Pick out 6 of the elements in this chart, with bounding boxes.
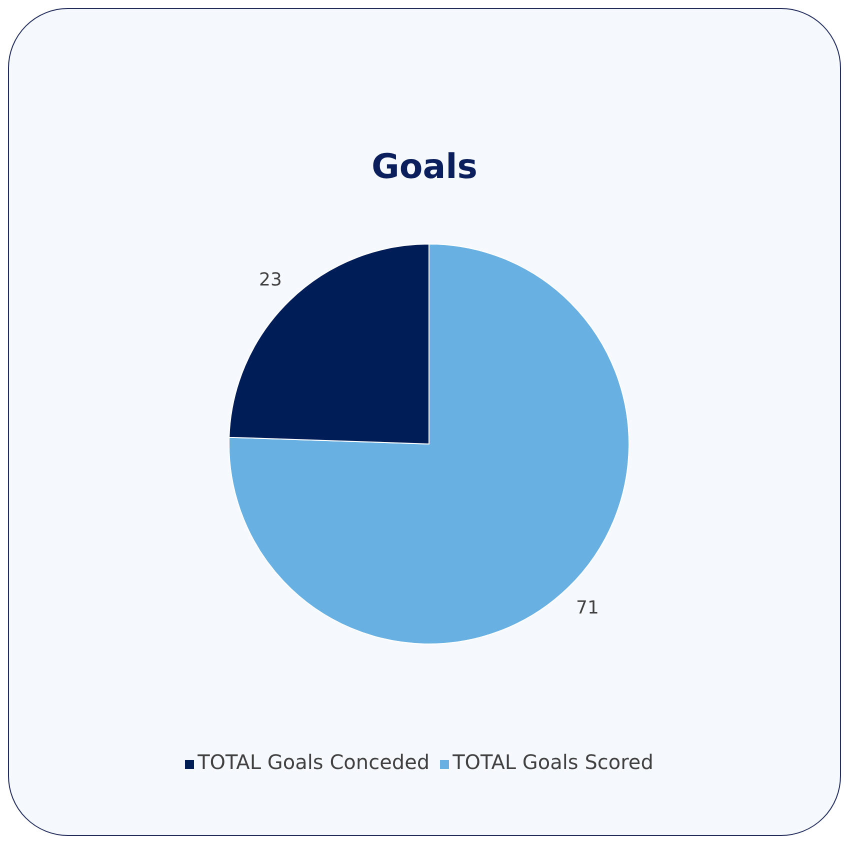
legend-label: TOTAL Goals Conceded bbox=[198, 750, 430, 774]
data-label: 23 bbox=[259, 270, 282, 291]
pie-slice bbox=[228, 244, 630, 644]
legend-label: TOTAL Goals Scored bbox=[452, 750, 654, 774]
chart-title: Goals bbox=[370, 147, 479, 187]
data-label: 71 bbox=[576, 597, 599, 618]
